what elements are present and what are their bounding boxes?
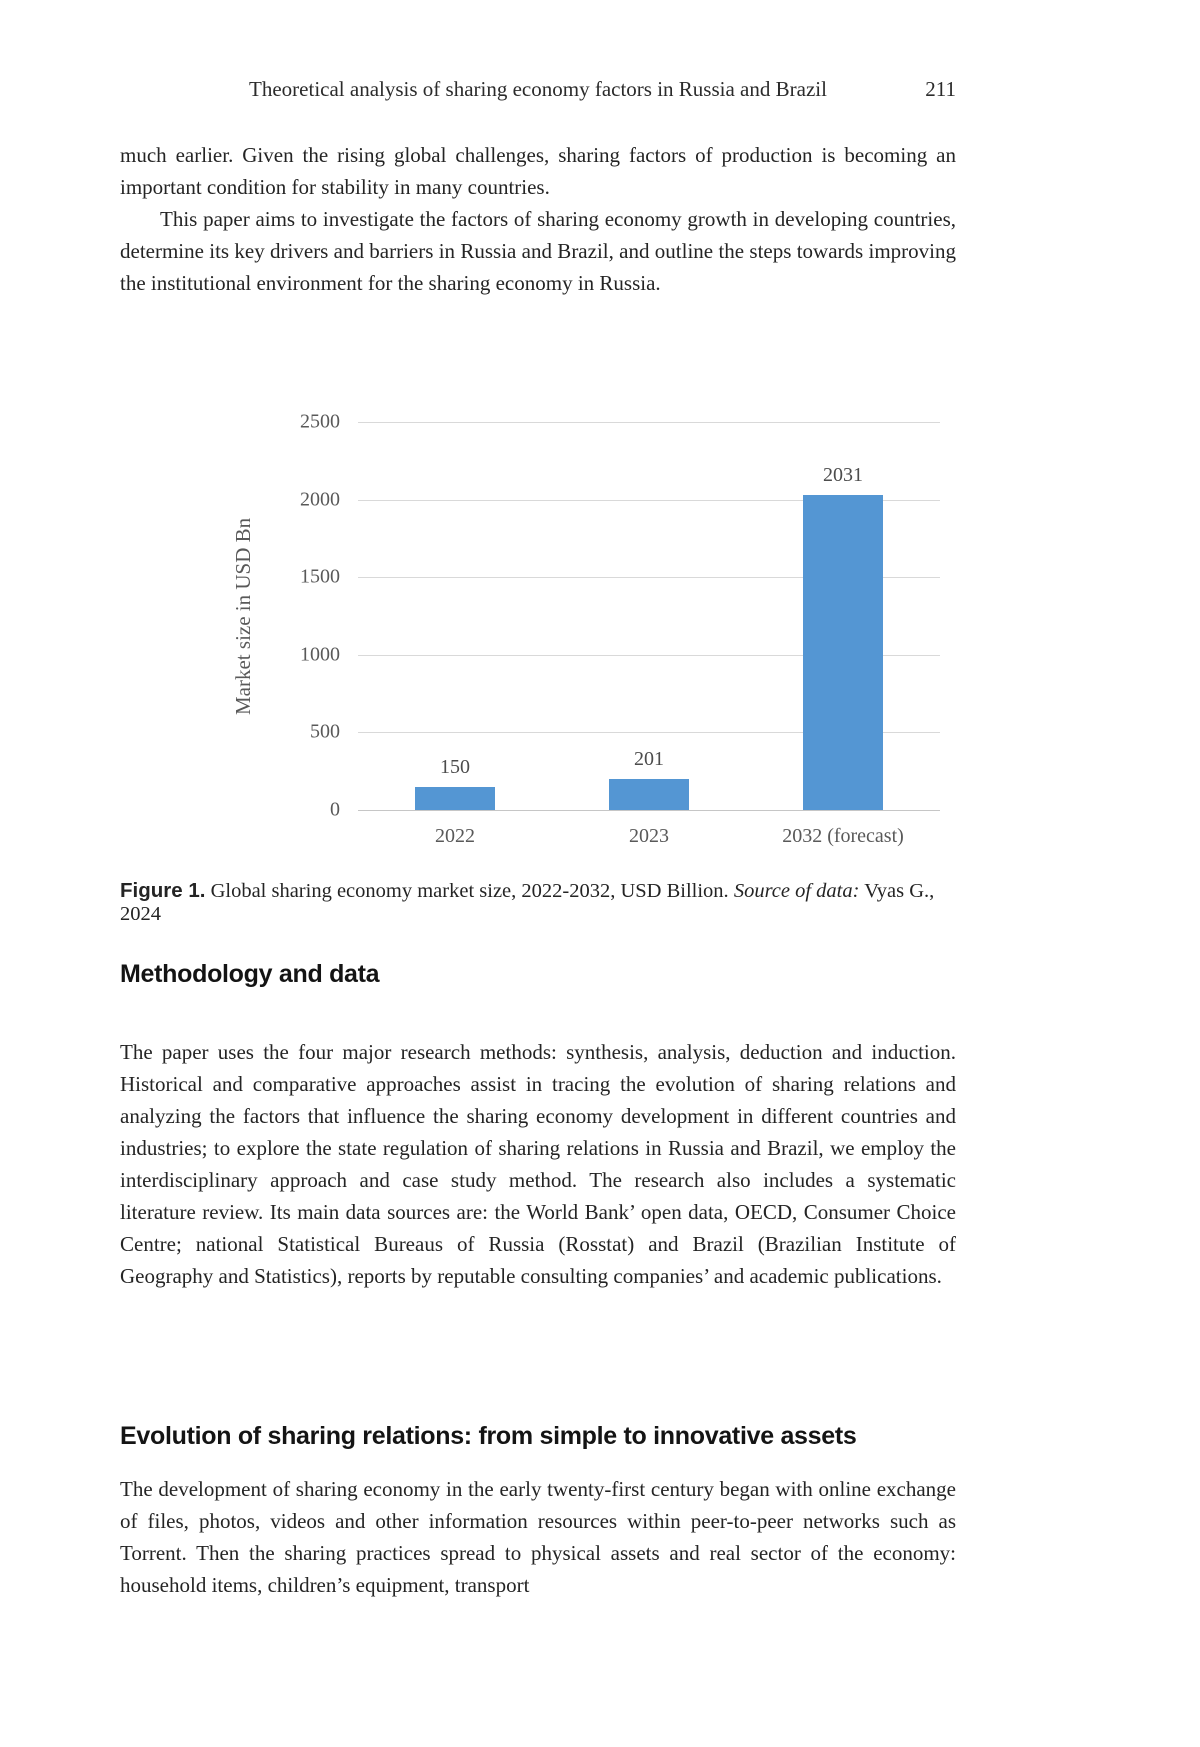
bar-value-label: 2031 [823,463,863,486]
section-heading-methodology: Methodology and data [120,960,380,988]
evolution-paragraph: The development of sharing economy in th… [120,1477,956,1597]
evolution-block: The development of sharing economy in th… [120,1473,956,1601]
figure-source-value: Vyas G., 2024 [120,880,935,925]
bar-2022 [415,786,495,810]
y-tick-label: 500 [310,720,340,743]
section-heading-evolution: Evolution of sharing relations: from sim… [120,1422,857,1450]
intro-paragraph-2: This paper aims to investigate the facto… [120,207,956,295]
intro-paragraph-1: much earlier. Given the rising global ch… [120,143,956,199]
figure-1-bar-chart: Market size in USD Bn 0 500 1000 1500 2000 25… [225,400,940,875]
intro-block: much earlier. Given the rising global ch… [120,139,956,299]
y-tick-label: 1000 [300,643,340,666]
methodology-paragraph: The paper uses the four major research m… [120,1040,956,1288]
figure-source-label: Source of data: [733,880,860,902]
bar-value-label: 201 [634,747,664,770]
methodology-block: The paper uses the four major research m… [120,1036,956,1292]
y-axis-label: Market size in USD Bn [231,517,255,715]
plot-area: 0 500 1000 1500 2000 2500 150 2022 201 2023 2031 20… [300,411,940,847]
running-head-title: Theoretical analysis of sharing economy … [249,77,827,101]
gridline [358,499,940,501]
y-tick-label: 2500 [300,410,340,433]
gridline [358,732,940,734]
bar-2023 [609,778,689,810]
figure-caption-text: Global sharing economy market size, 2022… [205,880,734,902]
x-tick-label: 2023 [629,825,669,847]
page-number: 211 [925,77,956,101]
bar-2032-(forecast) [803,494,883,810]
gridline [358,577,940,579]
y-tick-label: 1500 [300,565,340,588]
figure-caption: Figure 1. Global sharing economy market … [120,879,956,926]
bar-value-label: 150 [440,755,470,778]
gridline [358,654,940,656]
x-tick-label: 2032 (forecast) [782,825,904,847]
running-head: Theoretical analysis of sharing economy … [120,77,956,102]
gridline [358,810,940,811]
y-tick-label: 2000 [300,488,340,511]
y-tick-label: 0 [330,798,340,821]
figure-label: Figure 1. [120,879,206,902]
x-tick-label: 2022 [435,825,475,847]
gridline [358,422,940,423]
